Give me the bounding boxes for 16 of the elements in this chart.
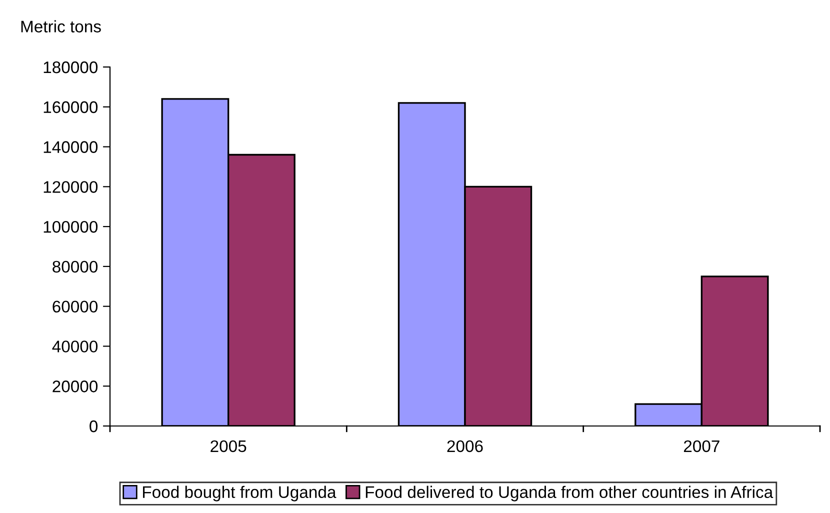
x-tick-label: 2006 (447, 440, 483, 452)
y-tick-label: 40000 (52, 340, 98, 352)
x-tick-label: 2007 (684, 440, 720, 452)
y-tick-label: 20000 (52, 380, 98, 392)
y-tick-label: 180000 (44, 61, 98, 74)
y-tick-label: 80000 (52, 260, 98, 273)
x-tick-label: 2005 (210, 440, 246, 452)
y-tick-label: 100000 (44, 220, 98, 233)
y-tick-label: 140000 (44, 141, 98, 153)
legend-label: Food delivered to Uganda from other countries in Africa (366, 486, 774, 502)
y-tick-label: 0 (90, 420, 98, 432)
y-tick-label: 120000 (44, 181, 98, 193)
y-tick-label: 160000 (44, 101, 98, 114)
legend-label: Food bought from Uganda (143, 486, 336, 502)
y-tick-label: 60000 (52, 300, 98, 313)
y-axis-title: Metric tons (21, 20, 101, 32)
